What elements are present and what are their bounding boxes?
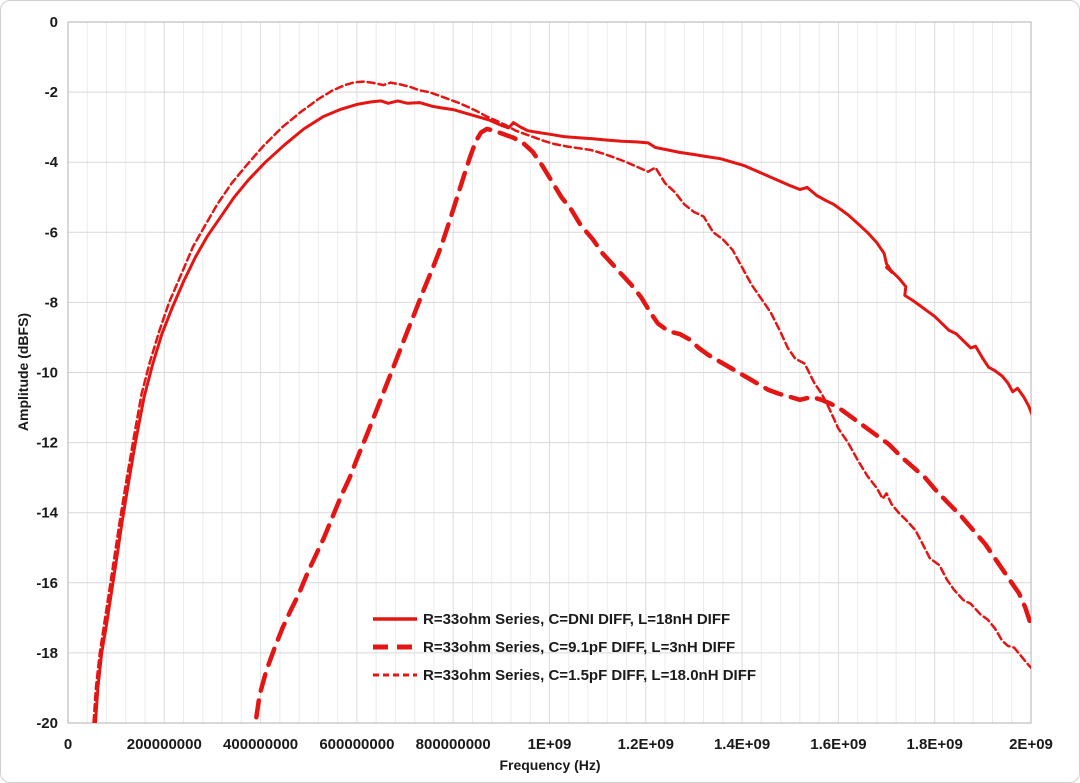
legend-item-label: R=33ohm Series, C=1.5pF DIFF, L=18.0nH D… — [423, 666, 757, 684]
y-tick-label: -16 — [36, 575, 58, 592]
legend-item-label: R=33ohm Series, C=DNI DIFF, L=18nH DIFF — [423, 610, 731, 628]
x-tick-label: 200000000 — [127, 736, 202, 753]
x-tick-label: 1.8E+09 — [907, 736, 963, 753]
legend-line-sample — [373, 644, 417, 650]
y-tick-label: -14 — [36, 505, 58, 522]
x-tick-label: 1.6E+09 — [810, 736, 866, 753]
y-tick-label: -8 — [45, 294, 58, 311]
x-axis-title: Frequency (Hz) — [499, 757, 601, 773]
legend-item-label: R=33ohm Series, C=9.1pF DIFF, L=3nH DIFF — [423, 638, 736, 656]
legend-item: R=33ohm Series, C=DNI DIFF, L=18nH DIFF — [372, 605, 756, 633]
x-tick-label: 400000000 — [223, 736, 298, 753]
legend-item: R=33ohm Series, C=9.1pF DIFF, L=3nH DIFF — [372, 633, 756, 661]
legend-line-sample — [373, 673, 417, 677]
x-tick-label: 0 — [64, 736, 72, 753]
series-line-solid — [93, 99, 1031, 723]
y-tick-label: -6 — [45, 224, 58, 241]
y-tick-label: -18 — [36, 645, 58, 662]
legend-line-sample — [373, 617, 417, 621]
legend: R=33ohm Series, C=DNI DIFF, L=18nH DIFF R… — [372, 605, 756, 689]
series-line-short-dash — [92, 80, 1031, 723]
y-tick-label: -20 — [36, 715, 58, 732]
y-tick-label: -12 — [36, 435, 58, 452]
x-tick-label: 600000000 — [319, 736, 394, 753]
x-tick-label: 800000000 — [416, 736, 491, 753]
y-tick-label: -4 — [45, 154, 59, 171]
x-tick-label: 2E+09 — [1009, 736, 1053, 753]
x-tick-label: 1.4E+09 — [714, 736, 770, 753]
y-axis-title: Amplitude (dBFS) — [15, 312, 31, 432]
plot-border — [67, 21, 1032, 724]
series-line-long-dash — [253, 126, 1031, 723]
x-tick-label: 1.2E+09 — [618, 736, 674, 753]
x-tick-label: 1E+09 — [528, 736, 572, 753]
y-tick-label: -10 — [36, 365, 58, 382]
y-tick-label: 0 — [50, 14, 58, 31]
y-tick-label: -2 — [45, 84, 58, 101]
legend-item: R=33ohm Series, C=1.5pF DIFF, L=18.0nH D… — [372, 661, 756, 689]
